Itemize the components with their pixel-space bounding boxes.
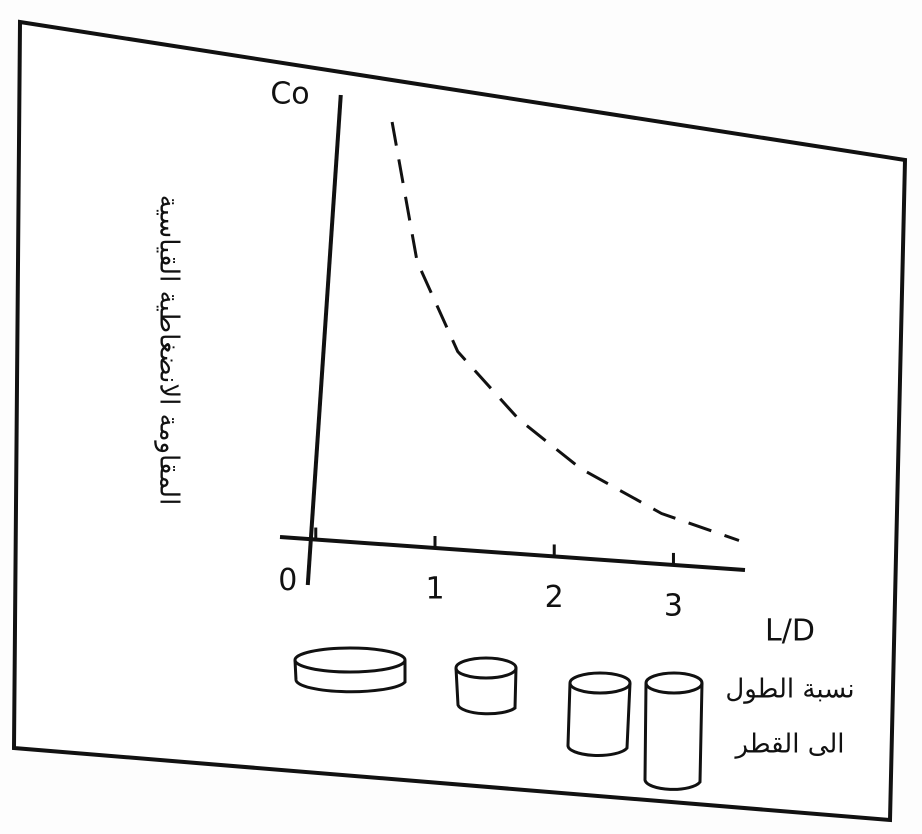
y-axis-label: Co <box>270 77 309 112</box>
y-axis-description: المقاومة الانضغاطية القياسية <box>154 195 184 506</box>
x-axis-label: L/D <box>765 614 815 649</box>
x-tick-label: 2 <box>545 580 564 615</box>
figure: Co L/D المقاومة الانضغاطية القياسية نسبة… <box>0 0 922 834</box>
x-tick-label: 3 <box>664 588 683 623</box>
x-axis-description: الى القطر <box>733 730 844 760</box>
x-tick-label: 1 <box>425 572 444 607</box>
x-axis-description: نسبة الطول <box>725 675 854 705</box>
x-tick-label: 0 <box>278 563 297 598</box>
